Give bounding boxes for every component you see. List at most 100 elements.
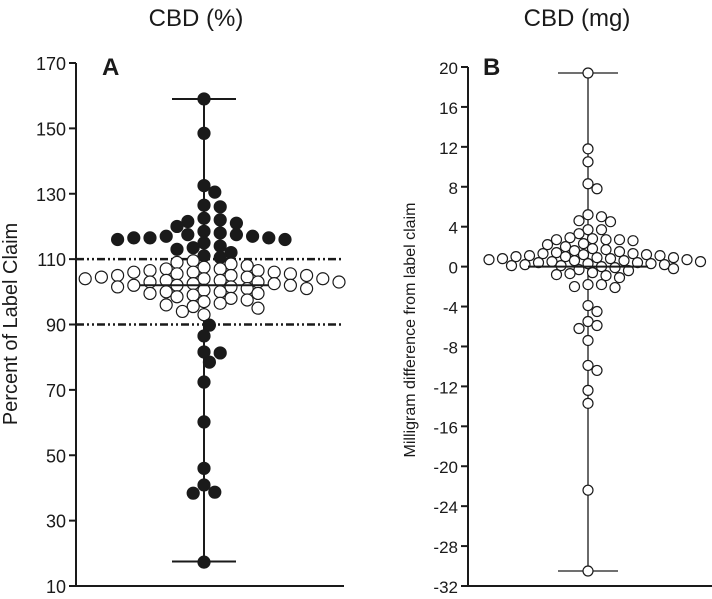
panel-b-title: CBD (mg) — [524, 5, 631, 32]
data-point — [181, 228, 195, 242]
data-point — [251, 286, 265, 301]
data-point — [159, 298, 173, 312]
data-point — [519, 259, 531, 271]
data-point — [510, 251, 522, 263]
data-point — [213, 296, 227, 310]
panel-a-label: A — [102, 54, 119, 81]
data-point — [175, 304, 189, 319]
data-point — [159, 285, 173, 299]
data-point — [267, 265, 281, 279]
data-point — [332, 275, 346, 289]
y-tick-label: 8 — [449, 179, 458, 198]
data-point — [186, 265, 200, 279]
data-point — [586, 233, 599, 245]
data-point — [582, 397, 594, 409]
data-point — [577, 249, 590, 261]
data-point — [197, 478, 211, 492]
data-point — [582, 178, 594, 190]
data-point — [202, 318, 216, 332]
data-point — [197, 272, 211, 286]
data-point — [573, 215, 585, 227]
data-point — [595, 278, 608, 291]
data-point — [550, 247, 563, 259]
y-tick-label: 150 — [36, 119, 66, 139]
data-point — [197, 236, 211, 250]
data-point — [582, 315, 594, 328]
data-point — [568, 280, 581, 293]
data-point — [213, 262, 227, 276]
data-point — [197, 249, 211, 263]
data-point — [208, 485, 222, 499]
data-point — [627, 235, 639, 247]
panel-a-title: CBD (%) — [149, 5, 244, 32]
data-point — [609, 281, 621, 294]
panel-a: CBD (%) A Percent of Label Claim 10 30 50 7… — [0, 5, 346, 597]
data-point — [550, 269, 563, 281]
data-point — [582, 299, 594, 312]
data-point — [613, 246, 626, 258]
data-point — [591, 183, 603, 195]
data-point — [618, 255, 630, 267]
data-point — [582, 156, 594, 168]
data-point — [143, 263, 157, 278]
data-point — [582, 384, 594, 396]
data-point — [640, 249, 653, 261]
data-point — [240, 270, 254, 284]
data-point — [586, 243, 599, 255]
data-point — [283, 267, 297, 281]
data-point — [186, 288, 200, 302]
data-point — [197, 92, 211, 106]
data-point — [246, 229, 260, 243]
y-tick-label: -16 — [433, 418, 458, 437]
data-point — [645, 258, 657, 270]
data-point — [316, 272, 330, 286]
data-point — [582, 67, 594, 79]
y-tick-label: -20 — [433, 458, 458, 477]
data-point — [278, 232, 292, 247]
data-point — [170, 290, 184, 304]
panel-a-ylabel: Percent of Label Claim — [0, 223, 22, 425]
data-point — [213, 226, 227, 240]
data-point — [224, 280, 238, 294]
data-point — [197, 126, 211, 140]
data-point — [240, 259, 254, 273]
data-point — [213, 346, 227, 360]
data-point — [613, 271, 626, 284]
data-point — [582, 224, 594, 236]
data-point — [197, 211, 211, 225]
data-point — [213, 213, 227, 227]
data-point — [224, 268, 238, 283]
data-point — [170, 219, 184, 234]
data-point — [143, 231, 157, 245]
data-point — [224, 245, 238, 260]
data-point — [213, 250, 227, 265]
data-point — [541, 239, 554, 251]
data-point — [197, 555, 211, 569]
data-point — [170, 242, 184, 256]
data-point — [600, 234, 612, 246]
data-point — [197, 345, 211, 359]
panel-b: CBD (mg) B Milligram difference from lab… — [402, 5, 712, 597]
y-tick-label: 12 — [439, 139, 458, 158]
data-point — [694, 256, 707, 268]
data-point — [631, 257, 644, 269]
y-tick-label: 20 — [439, 59, 458, 78]
y-tick-label: 16 — [439, 99, 458, 118]
data-point — [586, 267, 599, 279]
data-point — [537, 248, 549, 260]
data-point — [595, 211, 608, 223]
data-point — [159, 262, 173, 276]
data-point — [582, 143, 594, 155]
data-point — [94, 270, 109, 284]
data-point — [143, 286, 157, 301]
data-point — [300, 281, 314, 296]
panel-b-ylabel: Milligram difference from label claim — [402, 203, 419, 458]
data-point — [667, 252, 680, 264]
data-point — [582, 565, 594, 577]
data-point — [197, 198, 211, 212]
data-point — [181, 214, 195, 229]
data-point — [681, 254, 693, 266]
y-tick-label: -12 — [433, 378, 458, 397]
data-point — [186, 486, 200, 500]
data-point — [591, 305, 603, 318]
